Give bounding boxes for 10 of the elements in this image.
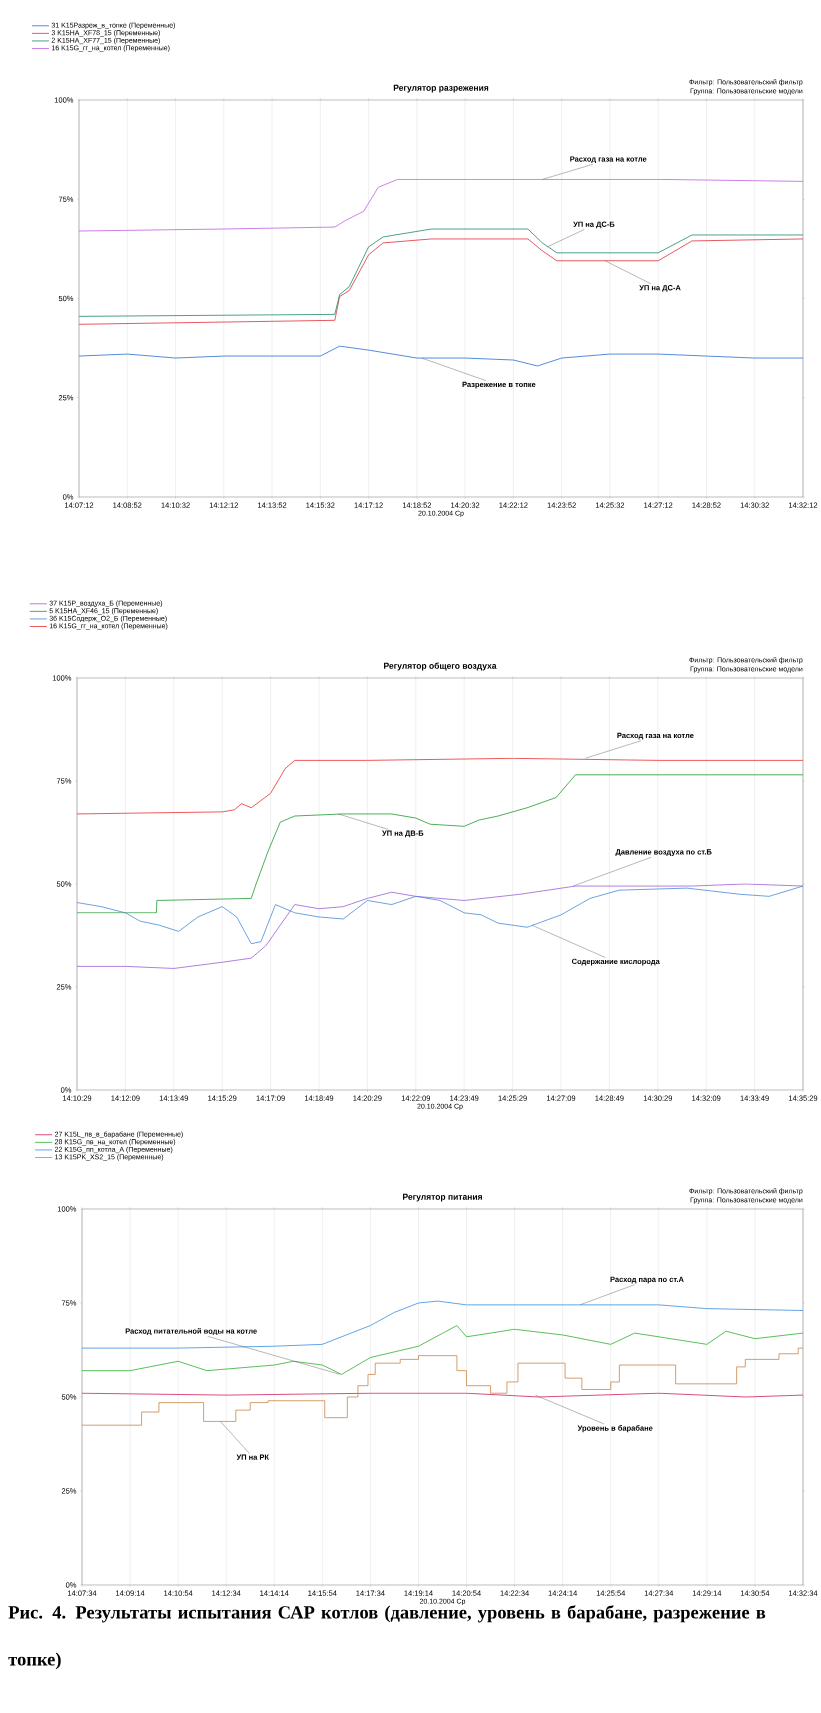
line-series (77, 757, 804, 815)
line-series (82, 1325, 804, 1375)
chart-title: Регулятор питания (403, 1193, 482, 1202)
line-series (77, 774, 804, 914)
line-series (79, 228, 804, 317)
chart-title: Регулятор разрежения (393, 84, 489, 93)
text: Рис. 4. Результаты испытания САР котлов (давление, уровень в барабане, разрежение в топке) (8, 1605, 766, 1670)
line-series (79, 238, 804, 325)
line-series (77, 885, 804, 945)
chart-title: Регулятор общего воздуха (384, 662, 497, 671)
